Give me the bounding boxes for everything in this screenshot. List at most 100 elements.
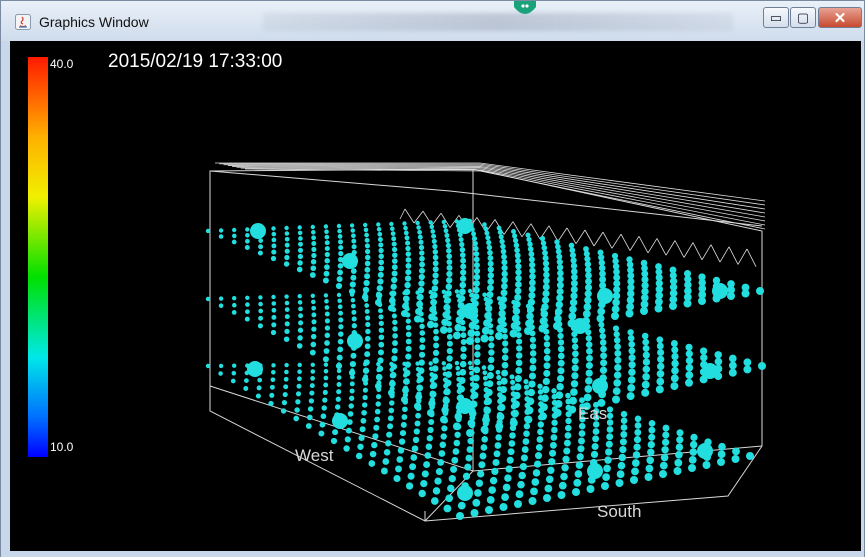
data-point [718, 442, 726, 451]
graphics-canvas[interactable]: 40.0 10.0 2015/02/19 17:33:00 West Eas S… [10, 41, 861, 551]
data-point [551, 388, 557, 394]
minimize-button[interactable]: ▭ [763, 7, 789, 28]
axis-label-south: South [597, 502, 641, 521]
data-point [512, 237, 519, 244]
data-point [565, 392, 571, 399]
data-point [537, 394, 544, 401]
data-point [432, 316, 438, 322]
data-point [497, 404, 503, 411]
data-point [391, 276, 398, 284]
data-point [614, 356, 622, 364]
data-point [584, 296, 592, 305]
data-point [364, 243, 370, 249]
data-point [378, 247, 384, 254]
data-point [571, 357, 579, 365]
data-point [510, 379, 516, 385]
data-point [529, 336, 537, 343]
data-point [501, 321, 507, 328]
data-point [495, 369, 501, 375]
data-point [218, 234, 224, 239]
data-point [714, 357, 723, 366]
data-point [310, 333, 317, 340]
data-point [432, 322, 439, 328]
data-point [446, 340, 453, 347]
data-point [551, 393, 558, 400]
data-point [543, 362, 551, 370]
data-point [245, 302, 250, 307]
data-point [311, 326, 317, 332]
data-point [432, 487, 441, 495]
data-point [268, 400, 274, 407]
data-point [426, 320, 435, 329]
data-point [349, 362, 355, 367]
data-point [257, 323, 263, 329]
data-point [311, 299, 316, 305]
close-button[interactable]: ✕ [818, 7, 862, 28]
data-point [613, 285, 621, 294]
data-point [423, 461, 431, 469]
data-point [430, 497, 439, 505]
data-point [232, 227, 237, 233]
data-point [298, 320, 304, 326]
data-point [669, 289, 678, 298]
data-point [482, 292, 487, 298]
data-point [598, 264, 606, 272]
data-point [392, 252, 398, 258]
data-point [501, 369, 509, 377]
data-point [550, 434, 558, 441]
data-point [311, 241, 317, 246]
data-point [446, 327, 453, 333]
data-point [351, 244, 357, 250]
data-point [414, 420, 421, 427]
data-point [447, 484, 455, 493]
data-point [446, 253, 453, 260]
data-point [437, 458, 445, 466]
data-point [510, 417, 517, 424]
data-point [627, 283, 635, 292]
data-point [432, 249, 439, 255]
data-point [702, 461, 711, 469]
data-point [572, 350, 579, 358]
data-point [297, 294, 302, 299]
data-point [474, 344, 481, 351]
data-point [337, 298, 342, 304]
data-point [444, 233, 450, 238]
data-point [446, 270, 453, 278]
data-point [659, 470, 667, 478]
data-point [283, 336, 290, 342]
data-point [349, 395, 355, 401]
data-point [599, 366, 608, 374]
title-bar[interactable]: Graphics Window ▭ ▢ ✕ [1, 1, 864, 41]
maximize-button[interactable]: ▢ [790, 7, 816, 28]
data-point [500, 377, 508, 385]
data-point [683, 269, 692, 278]
data-point [612, 292, 621, 300]
data-point [557, 491, 566, 499]
data-point [231, 370, 237, 376]
data-point [418, 273, 425, 281]
data-point [345, 427, 352, 434]
data-point [338, 324, 344, 330]
data-point [731, 455, 740, 463]
data-point [305, 423, 312, 429]
data-point [431, 365, 439, 372]
data-point [350, 374, 355, 380]
data-point [322, 397, 328, 403]
data-point [698, 297, 706, 305]
data-point [487, 364, 495, 371]
data-point [551, 419, 558, 426]
data-point [493, 450, 501, 458]
data-point [418, 311, 424, 317]
data-point [376, 361, 381, 367]
data-point [514, 252, 521, 259]
data-point [365, 315, 371, 321]
data-point [524, 396, 531, 402]
data-point [419, 317, 425, 323]
data-point [378, 334, 385, 341]
data-point [524, 402, 531, 409]
data-point [685, 350, 693, 358]
data-point [319, 421, 326, 428]
data-point [497, 229, 503, 235]
data-point [419, 330, 426, 336]
axis-label-east: Eas [578, 404, 607, 423]
